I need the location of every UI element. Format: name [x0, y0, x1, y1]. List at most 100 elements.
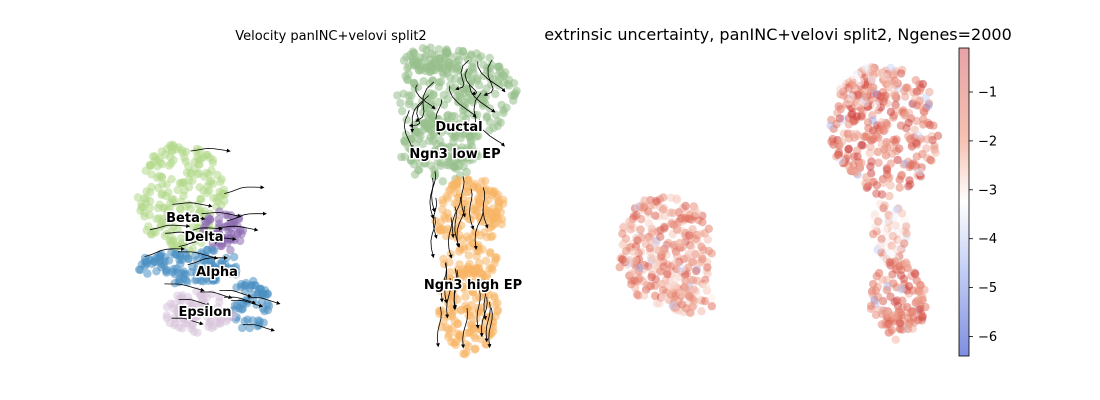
cell-point — [188, 176, 197, 185]
cell-point — [247, 281, 256, 290]
cell-point — [443, 94, 452, 104]
cell-point — [919, 115, 928, 124]
cell-point — [827, 137, 836, 146]
cell-point — [846, 166, 855, 175]
cell-point — [904, 182, 913, 191]
cell-point — [159, 203, 168, 212]
cell-point — [473, 303, 483, 313]
cell-point — [931, 148, 940, 157]
cell-point — [878, 256, 887, 265]
cell-point — [667, 219, 676, 229]
cell-point — [912, 298, 921, 307]
cell-point — [489, 188, 498, 198]
cell-point — [898, 296, 907, 305]
cluster-label: Ngn3 high EP — [424, 278, 522, 293]
cell-point — [453, 122, 462, 132]
cell-point — [436, 158, 445, 168]
cell-point — [254, 316, 263, 325]
cell-point — [648, 265, 657, 274]
cell-point — [855, 77, 865, 87]
cell-point — [479, 60, 488, 69]
cell-point — [188, 244, 197, 253]
cell-point — [197, 195, 206, 204]
cell-point — [427, 49, 437, 59]
cell-point — [844, 144, 853, 153]
cell-point — [882, 166, 892, 175]
streamline — [482, 187, 489, 229]
cell-point — [863, 118, 873, 127]
cell-point — [187, 169, 196, 178]
cell-point — [197, 248, 206, 257]
cell-point — [446, 73, 455, 82]
cell-point — [902, 261, 912, 270]
cell-point — [867, 157, 876, 166]
cell-point — [157, 147, 167, 156]
cell-point — [145, 203, 154, 212]
cell-point — [162, 268, 171, 277]
cell-point — [258, 290, 267, 300]
streamline — [415, 81, 435, 122]
cell-point — [911, 76, 920, 85]
streamline — [487, 307, 493, 349]
cell-point — [133, 193, 143, 202]
cell-point — [154, 214, 164, 223]
cell-point — [912, 152, 921, 161]
cell-point — [466, 51, 476, 60]
colorbar-tick-label: −4 — [978, 232, 997, 247]
cell-point — [656, 232, 665, 241]
cell-point — [152, 267, 161, 276]
cell-point — [203, 266, 213, 276]
cell-point — [670, 281, 679, 290]
cell-point — [455, 176, 465, 186]
cell-point — [904, 282, 914, 291]
cell-point — [636, 225, 645, 234]
cell-point — [183, 254, 193, 263]
cell-point — [900, 239, 909, 248]
velocity-panel: Velocity panINC+velovi split2 Ductal Ngn3… — [133, 29, 524, 359]
cluster-label: Epsilon — [178, 305, 231, 320]
cell-point — [204, 322, 213, 332]
cell-point — [895, 144, 904, 153]
cell-point — [884, 319, 893, 329]
cell-point — [441, 283, 450, 292]
cell-point — [866, 142, 875, 152]
cell-point — [861, 179, 870, 188]
cell-point — [618, 255, 627, 264]
cell-point — [854, 98, 863, 108]
streamline — [447, 217, 453, 259]
cell-point — [179, 178, 188, 188]
cell-point — [221, 312, 230, 321]
cell-point — [871, 101, 881, 110]
cell-point — [454, 97, 463, 106]
cell-point — [497, 220, 506, 229]
cell-point — [684, 231, 694, 240]
cell-point — [494, 203, 504, 213]
cell-point — [453, 199, 462, 209]
cell-point — [464, 251, 473, 260]
streamline — [439, 262, 447, 303]
cell-point — [214, 215, 223, 224]
colorbar-ticks: −1 −2 −3 −4 −5 −6 — [969, 86, 997, 345]
cell-point — [897, 209, 907, 218]
cell-point — [672, 195, 681, 205]
streamline — [431, 171, 437, 213]
streamline — [455, 59, 469, 91]
cell-point — [883, 120, 892, 129]
cell-point — [876, 241, 885, 250]
cell-point — [216, 319, 225, 328]
cell-point — [879, 97, 888, 106]
cell-point — [884, 210, 893, 219]
cell-point — [895, 324, 905, 333]
cell-point — [438, 196, 447, 205]
cell-point — [906, 134, 915, 143]
cell-point — [456, 189, 465, 199]
cell-point — [869, 279, 878, 289]
cell-point — [861, 132, 871, 142]
cell-point — [142, 187, 151, 196]
cell-point — [841, 75, 850, 84]
cell-point — [179, 270, 189, 279]
streamline — [475, 288, 481, 329]
cell-point — [438, 205, 447, 214]
streamline — [149, 224, 191, 231]
cell-point — [626, 225, 635, 234]
